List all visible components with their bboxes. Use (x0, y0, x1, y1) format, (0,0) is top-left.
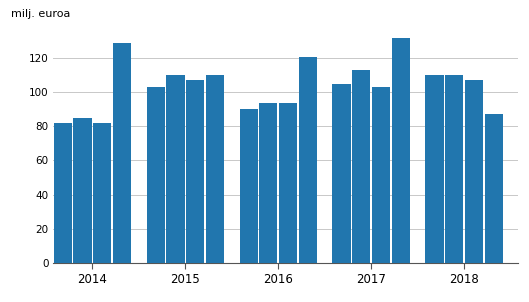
Bar (206, 75, 224, 263)
Bar (279, 103, 297, 263)
Bar (465, 80, 483, 263)
Bar (333, 84, 351, 263)
Bar (445, 75, 463, 263)
Text: milj. euroa: milj. euroa (11, 9, 70, 19)
Bar (113, 43, 131, 263)
Bar (425, 75, 444, 263)
Bar (93, 123, 111, 263)
Bar (186, 80, 204, 263)
Bar (240, 109, 258, 263)
Bar (372, 87, 390, 263)
Bar (74, 118, 92, 263)
Bar (166, 75, 185, 263)
Bar (53, 123, 72, 263)
Bar (391, 38, 410, 263)
Bar (352, 70, 370, 263)
Bar (147, 87, 165, 263)
Bar (259, 103, 278, 263)
Bar (485, 114, 503, 263)
Bar (299, 56, 317, 263)
